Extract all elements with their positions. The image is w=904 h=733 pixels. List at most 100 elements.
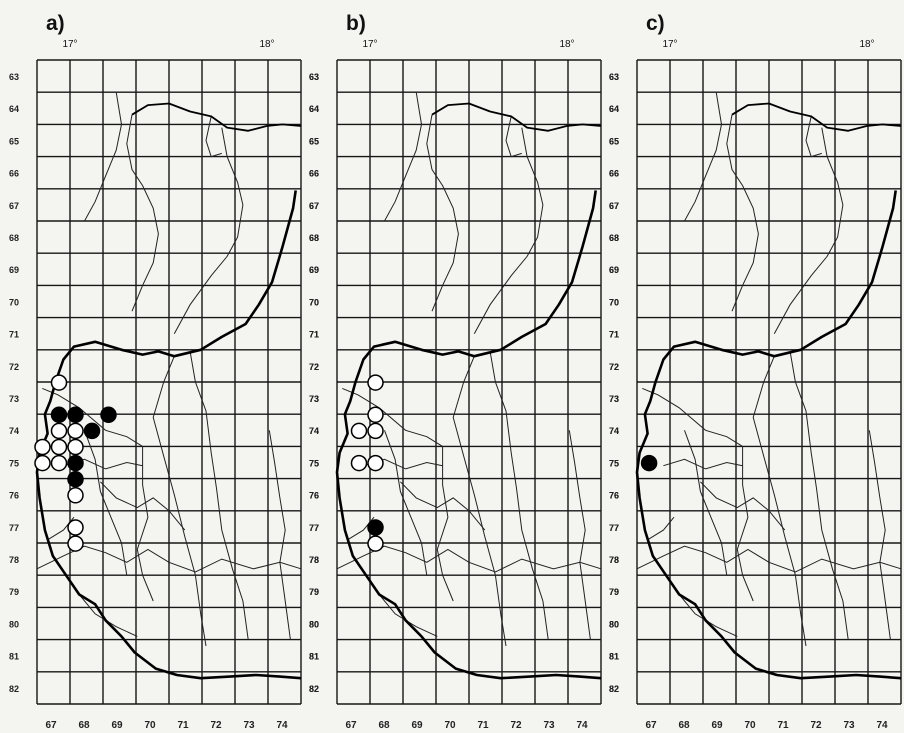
row-label-left: 81 (609, 652, 619, 662)
column-label: 73 (243, 720, 255, 731)
river-line (868, 430, 891, 640)
column-label: 67 (345, 720, 357, 731)
river-line (384, 430, 428, 576)
filled-record-marker (50, 406, 68, 424)
filled-record-marker (83, 422, 101, 440)
open-record-marker (367, 374, 384, 391)
open-record-marker (350, 422, 368, 440)
country-border-line (635, 190, 902, 680)
row-label-left: 74 (609, 426, 619, 436)
row-label-right: 64 (309, 104, 319, 114)
column-label: 72 (510, 720, 522, 731)
row-label-left: 81 (9, 652, 19, 662)
row-label-right: 65 (609, 136, 619, 146)
row-label-left: 75 (609, 458, 619, 468)
open-record-marker (34, 454, 51, 472)
row-label-right: 78 (309, 555, 319, 565)
row-label-right: 81 (309, 652, 319, 662)
map-panel-b: b) 17° 18° 63 63 64 64 65 65 66 66 67 67 68 68 69 69 70 70… (309, 12, 619, 731)
river-line (84, 430, 128, 576)
row-label-left: 72 (609, 362, 619, 372)
river-line (636, 545, 902, 573)
open-record-marker (50, 454, 68, 472)
row-label-right: 79 (609, 587, 619, 597)
column-label: 70 (744, 720, 756, 731)
row-label-right: 75 (309, 458, 319, 468)
row-label-right: 66 (609, 169, 619, 179)
row-label-left: 65 (309, 136, 319, 146)
river-line (663, 458, 743, 470)
river-line (700, 481, 786, 531)
row-label-left: 66 (309, 169, 319, 179)
river-line (342, 387, 443, 447)
row-label-left: 63 (9, 72, 19, 82)
open-record-marker (50, 374, 68, 391)
row-label-left: 71 (309, 330, 319, 340)
column-label: 74 (576, 720, 588, 731)
row-label-left: 78 (9, 555, 19, 565)
row-label-left: 77 (9, 523, 19, 533)
open-record-marker (367, 422, 384, 440)
row-label-right: 82 (609, 684, 619, 694)
row-label-left: 66 (609, 169, 619, 179)
panel-label: c) (646, 12, 665, 35)
river-line (684, 430, 728, 576)
row-label-left: 80 (9, 619, 19, 629)
row-label-left: 68 (309, 233, 319, 243)
row-label-left: 69 (309, 265, 319, 275)
northern-boundary-line (731, 102, 902, 132)
northern-boundary-line (131, 102, 302, 132)
row-label-right: 77 (609, 523, 619, 533)
row-label-left: 82 (9, 684, 19, 694)
row-label-left: 77 (609, 523, 619, 533)
river-line (789, 351, 849, 640)
row-label-left: 68 (9, 233, 19, 243)
row-label-right: 68 (309, 233, 319, 243)
row-label-left: 81 (309, 652, 319, 662)
row-label-right: 64 (609, 104, 619, 114)
row-label-left: 63 (609, 72, 619, 82)
row-label-right: 72 (309, 362, 319, 372)
river-line (436, 446, 454, 602)
country-border-line (35, 190, 302, 680)
column-label: 70 (144, 720, 156, 731)
river-line (489, 351, 549, 640)
map-panels: a) 17° 18° 63 63 64 64 65 65 66 66 67 67 68 68 69 69 70 70… (9, 12, 902, 731)
row-label-right: 81 (609, 652, 619, 662)
river-line (505, 116, 522, 158)
row-label-right: 67 (309, 201, 319, 211)
row-label-left: 76 (9, 491, 19, 501)
river-line (268, 430, 291, 640)
row-label-right: 63 (309, 72, 319, 82)
grid-lines (636, 59, 902, 705)
longitude-label-17: 17° (662, 39, 677, 50)
open-record-marker (367, 406, 384, 424)
open-record-marker (67, 438, 84, 456)
river-line (684, 92, 723, 222)
map-panel-c: c) 17° 18° 63 64 65 66 67 68 69 70 71 72 73 74 75 76 77 78… (609, 12, 902, 731)
longitude-label-18: 18° (259, 39, 274, 50)
open-record-marker (50, 422, 68, 440)
row-label-left: 66 (9, 169, 19, 179)
row-label-left: 76 (309, 491, 319, 501)
row-label-right: 76 (309, 491, 319, 501)
row-label-left: 64 (9, 104, 19, 114)
river-line (452, 356, 507, 647)
row-label-left: 77 (309, 523, 319, 533)
river-line (647, 516, 675, 541)
row-label-right: 71 (309, 330, 319, 340)
column-label: 69 (111, 720, 123, 731)
open-record-marker (34, 438, 51, 456)
column-label: 73 (843, 720, 855, 731)
row-label-left: 79 (9, 587, 19, 597)
row-label-left: 67 (9, 201, 19, 211)
row-label-right: 69 (309, 265, 319, 275)
row-label-right: 71 (609, 330, 619, 340)
column-label: 70 (444, 720, 456, 731)
open-record-marker (67, 519, 84, 536)
filled-record-marker (100, 406, 117, 424)
river-line (400, 481, 486, 531)
row-label-right: 80 (309, 619, 319, 629)
row-label-right: 70 (609, 297, 619, 307)
